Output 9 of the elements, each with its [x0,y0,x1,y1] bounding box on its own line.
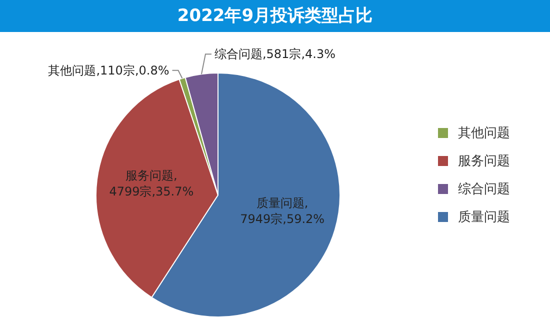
data-label: 质量问题,7949宗,59.2% [240,196,325,226]
legend-label: 质量问题 [458,210,510,225]
legend-label: 综合问题 [458,182,510,197]
data-label: 服务问题,4799宗,35.7% [109,168,194,199]
legend-label: 服务问题 [458,154,510,169]
legend-label: 其他问题 [458,126,510,141]
data-label: 其他问题,110宗,0.8% [48,63,170,78]
data-label: 综合问题,581宗,4.3% [214,47,336,62]
chart-title: 2022年9月投诉类型占比 [0,0,550,32]
